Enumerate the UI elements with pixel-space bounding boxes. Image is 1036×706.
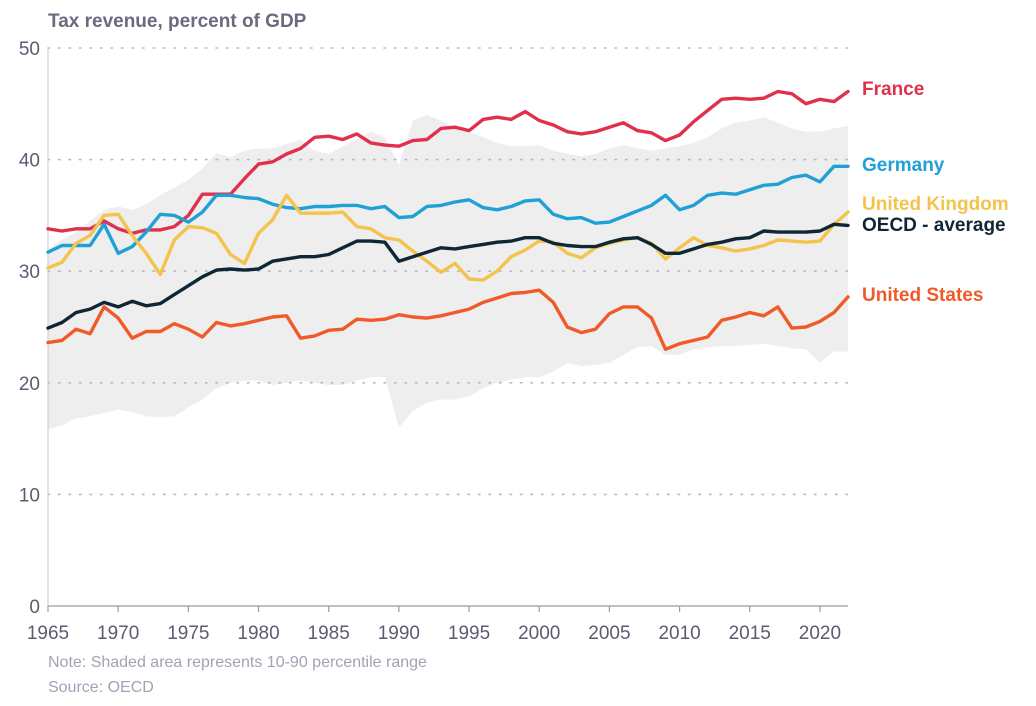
x-tick-label: 1970 <box>97 623 139 644</box>
x-tick-label: 2015 <box>729 623 771 644</box>
y-tick-label: 20 <box>19 374 40 395</box>
x-tick-label: 2000 <box>518 623 560 644</box>
percentile-band-layer <box>48 114 848 430</box>
series-line-united-kingdom <box>46 193 850 282</box>
series-line-france <box>46 89 850 235</box>
x-tick-label: 2010 <box>658 623 700 644</box>
percentile-band <box>48 114 848 430</box>
x-tick-label: 2020 <box>799 623 841 644</box>
y-tick-label: 0 <box>29 597 40 618</box>
x-tick-label: 1985 <box>308 623 350 644</box>
series-line-oecd-average <box>46 222 850 330</box>
legend-label-germany: Germany <box>862 155 945 176</box>
y-tick-label: 30 <box>19 262 40 283</box>
series-layer <box>46 89 850 351</box>
y-tick-label: 40 <box>19 151 40 172</box>
axis-layer: 0 10 20 30 40 50 1965 1970 1975 1980 1985 1990 1995 2… <box>19 39 848 644</box>
y-tick-label: 50 <box>19 39 40 60</box>
series-line-united-states <box>46 288 850 351</box>
x-tick-label: 1995 <box>448 623 490 644</box>
x-tick-label: 2005 <box>588 623 630 644</box>
legend-label-oecd-average: OECD - average <box>862 215 1006 236</box>
legend-label-france: France <box>862 79 924 100</box>
legend-label-united-states: United States <box>862 285 983 306</box>
series-line-germany <box>46 164 850 255</box>
legend-label-united-kingdom: United Kingdom <box>862 194 1009 215</box>
x-tick-label: 1990 <box>378 623 420 644</box>
x-tick-label: 1965 <box>27 623 69 644</box>
grid-layer <box>47 47 849 496</box>
x-tick-label: 1980 <box>237 623 279 644</box>
x-tick-label: 1975 <box>167 623 209 644</box>
source-text: Source: OECD <box>48 679 154 696</box>
chart-title: Tax revenue, percent of GDP <box>48 11 307 32</box>
note-text: Note: Shaded area represents 10-90 perce… <box>48 654 427 671</box>
y-tick-label: 10 <box>19 485 40 506</box>
